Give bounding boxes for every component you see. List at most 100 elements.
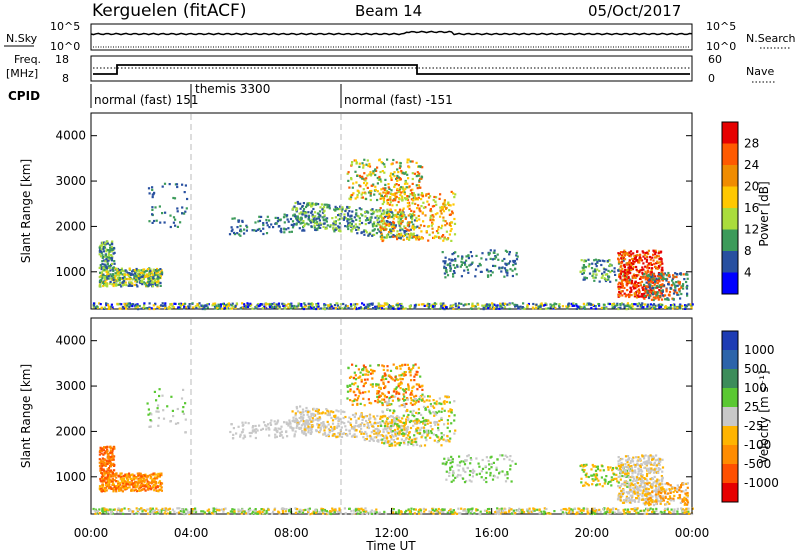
data-cell [398,198,401,201]
data-cell [245,224,248,227]
data-cell [417,400,420,403]
data-cell [232,305,235,308]
data-cell [131,284,134,287]
data-cell [480,257,483,260]
data-cell [135,490,138,493]
data-cell [136,303,139,306]
data-cell [310,211,313,214]
data-cell [301,408,305,411]
data-cell [101,483,104,486]
data-cell [582,302,585,305]
freq-panel: Freq. [MHz] 18 8 60 0 Nave [6,53,775,85]
data-cell [375,209,378,212]
data-cell [383,425,387,428]
data-cell [637,261,640,264]
data-cell [297,217,300,220]
data-cell [346,305,349,308]
data-cell [374,400,377,403]
data-cell [154,273,157,276]
data-cell [134,488,138,491]
data-cell [109,269,112,272]
data-cell [431,428,434,431]
data-cell [367,426,371,430]
data-cell [417,303,420,306]
data-cell [473,304,476,308]
data-cell [380,194,383,197]
data-cell [651,286,655,289]
data-cell [379,207,382,210]
data-cell [403,425,406,428]
data-cell [357,228,360,231]
data-cell [137,479,140,482]
data-cell [239,433,242,436]
data-cell [402,207,405,210]
data-cell [117,487,120,490]
data-cell [639,258,642,261]
data-cell [369,421,372,424]
data-cell [381,438,384,441]
data-cell [319,226,322,229]
data-cell [641,266,644,269]
data-cell [456,265,459,268]
data-cell [366,217,369,220]
data-cell [413,415,416,418]
data-cell [146,273,149,276]
data-cell [349,399,352,402]
data-cell [326,217,329,220]
data-cell [113,260,116,263]
data-cell [112,269,115,272]
data-cell [242,306,245,309]
data-cell [443,201,446,204]
data-cell [376,210,379,213]
data-cell [323,203,326,206]
data-cell [364,381,367,384]
data-cell [348,376,352,379]
data-cell [298,421,301,424]
data-cell [454,251,457,254]
data-cell [207,303,210,306]
data-cell [420,198,423,201]
data-cell [329,224,332,227]
data-cell [288,230,291,234]
data-cell [102,488,105,491]
data-cell [371,303,374,306]
data-cell [600,276,603,279]
data-cell [122,480,125,483]
data-cell [416,234,419,237]
data-cell [511,274,514,278]
data-cell [400,232,403,235]
data-cell [391,204,394,207]
data-cell [594,262,597,266]
data-cell [414,305,417,308]
data-cell [660,276,663,279]
data-cell [649,255,652,259]
data-cell [145,478,148,481]
data-cell [645,281,648,284]
data-cell [646,285,649,289]
data-cell [646,293,649,296]
data-cell [118,302,121,306]
data-cell [660,286,663,289]
data-cell [328,414,331,417]
data-cell [393,388,396,391]
data-cell [432,411,435,414]
data-cell [474,268,478,271]
data-cell [384,183,387,186]
data-cell [242,437,245,440]
data-cell [396,211,399,214]
data-cell [313,220,316,223]
data-cell [117,480,120,483]
data-cell [378,390,381,393]
data-cell [354,197,357,200]
data-cell [434,213,437,216]
data-cell [381,170,384,173]
data-cell [411,191,414,195]
data-cell [296,200,299,204]
data-cell [304,409,307,413]
data-cell [300,415,303,418]
data-cell [392,229,395,232]
data-cell [664,294,667,297]
data-cell [442,239,445,242]
data-cell [383,163,386,166]
data-cell [424,408,427,411]
